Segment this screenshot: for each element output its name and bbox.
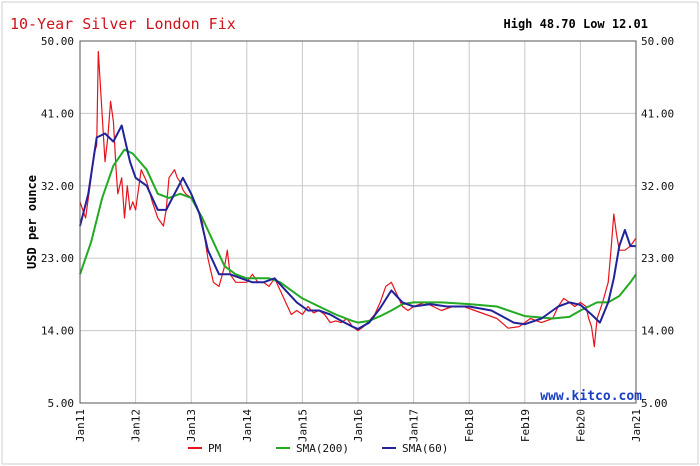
plot-area-border [79, 40, 637, 404]
x-tick-label: Feb18 [463, 409, 476, 442]
y-tick-label-left: 50.00 [41, 35, 74, 48]
x-tick-label: Jan17 [408, 409, 421, 442]
y-tick-label-left: 14.00 [41, 325, 74, 338]
legend-label-sma-60: SMA(60) [402, 442, 448, 455]
chart-title: 10-Year Silver London Fix [10, 15, 236, 33]
legend: PM SMA(200) SMA(60) [188, 442, 448, 455]
x-tick-labels: Jan11 Jan12 Jan13 Jan14 Jan15 Jan16 Jan17 Feb18… [74, 409, 643, 442]
high-low-readout: High 48.70 Low 12.01 [504, 17, 649, 31]
y-tick-label-right: 5.00 [641, 397, 668, 410]
y-axis-label: USD per ounce [25, 175, 39, 269]
x-tick-label: Jan11 [74, 409, 87, 442]
y-tick-label-left: 32.00 [41, 180, 74, 193]
y-tick-label-right: 32.00 [641, 180, 674, 193]
y-tick-label-right: 50.00 [641, 35, 674, 48]
x-tick-label: Jan21 [630, 409, 643, 442]
legend-label-sma-200: SMA(200) [296, 442, 349, 455]
series-line-sma-60 [79, 124, 636, 330]
y-tick-label-left: 23.00 [41, 252, 74, 265]
legend-label-pm: PM [208, 442, 222, 455]
y-tick-label-right: 41.00 [641, 107, 674, 120]
x-tick-label: Jan15 [296, 409, 309, 442]
y-tick-label-left: 41.00 [41, 107, 74, 120]
y-tick-label-right: 23.00 [641, 252, 674, 265]
x-tick-label: Feb20 [574, 409, 587, 442]
x-tick-label: Jan13 [185, 409, 198, 442]
series-line-pm [79, 50, 637, 348]
x-tick-label: Jan16 [352, 409, 365, 442]
x-tick-label: Feb19 [519, 409, 532, 442]
series-lines [79, 50, 637, 348]
y-tick-labels: 5.00 5.00 14.00 14.00 23.00 23.00 32.00 32.00 41… [41, 35, 674, 410]
x-tick-label: Jan12 [130, 409, 143, 442]
y-tick-label-left: 5.00 [48, 397, 75, 410]
y-tick-label-right: 14.00 [641, 325, 674, 338]
x-tick-label: Jan14 [241, 409, 254, 442]
series-line-sma-200 [79, 148, 637, 324]
kitco-watermark: www.kitco.com [540, 389, 642, 404]
